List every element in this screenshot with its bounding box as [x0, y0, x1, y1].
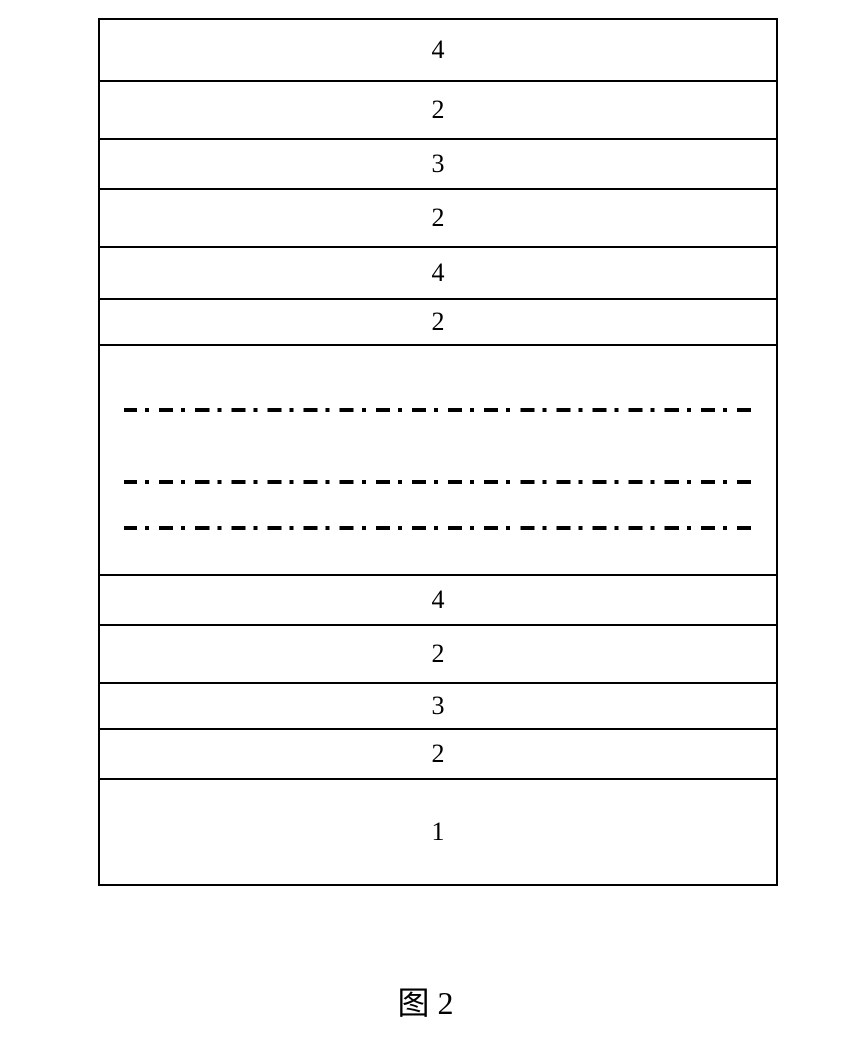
layer-label: 3 — [432, 693, 445, 719]
layer-label: 2 — [432, 205, 445, 231]
stack-layer: 3 — [100, 682, 776, 728]
stack-layer: 2 — [100, 728, 776, 778]
stack-layer: 2 — [100, 80, 776, 138]
layer-stack: 4 2 3 2 4 2 4 2 3 2 1 — [98, 18, 778, 886]
layer-label: 2 — [432, 97, 445, 123]
stack-layer: 1 — [100, 778, 776, 884]
dash-line — [124, 480, 752, 484]
figure-caption: 图 2 — [0, 978, 851, 1024]
stack-layer: 4 — [100, 20, 776, 80]
stack-layer: 2 — [100, 188, 776, 246]
layer-label: 1 — [432, 819, 445, 845]
layer-label: 2 — [432, 741, 445, 767]
dash-line — [124, 408, 752, 412]
layer-label: 4 — [432, 587, 445, 613]
stack-layer: 4 — [100, 574, 776, 624]
stack-layer: 3 — [100, 138, 776, 188]
stack-layer: 2 — [100, 624, 776, 682]
stack-layer: 4 — [100, 246, 776, 298]
layer-label: 4 — [432, 260, 445, 286]
diagram-container: 4 2 3 2 4 2 4 2 3 2 1 图 2 — [0, 0, 851, 1055]
stack-layer: 2 — [100, 298, 776, 344]
layer-label: 4 — [432, 37, 445, 63]
ellipsis-region — [100, 344, 776, 574]
dash-line — [124, 526, 752, 530]
layer-label: 3 — [432, 151, 445, 177]
layer-label: 2 — [432, 641, 445, 667]
layer-label: 2 — [432, 309, 445, 335]
caption-text: 图 2 — [397, 985, 453, 1021]
